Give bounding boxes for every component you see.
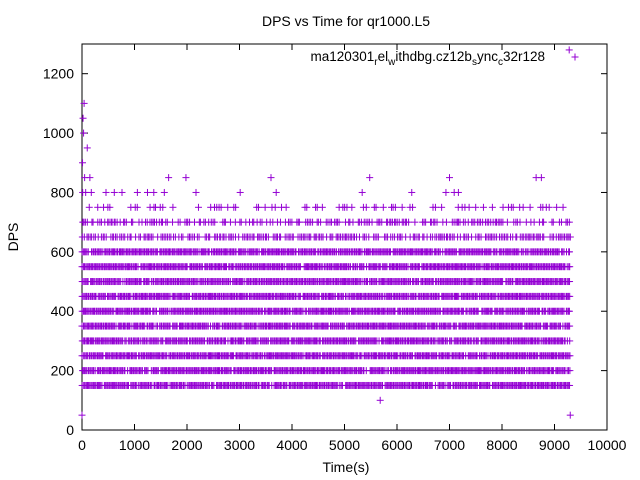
- x-tick-label: 7000: [434, 437, 465, 453]
- x-tick-label: 0: [78, 437, 86, 453]
- x-tick-label: 1000: [119, 437, 150, 453]
- data-point: [566, 381, 574, 389]
- axis-ticks: [81, 44, 608, 431]
- axis-tick-labels: 0 1000 2000 3000 4000 5000 6000 7000 8000 9000 100…: [43, 66, 627, 453]
- data-point: [566, 367, 574, 375]
- x-tick-label: 9000: [539, 437, 570, 453]
- x-tick-label: 10000: [588, 437, 627, 453]
- x-tick-label: 4000: [276, 437, 307, 453]
- x-tick-label: 3000: [224, 437, 255, 453]
- y-tick-label: 800: [51, 184, 75, 200]
- y-tick-label: 200: [51, 363, 75, 379]
- x-axis-label: Time(s): [323, 459, 370, 475]
- x-tick-label: 8000: [486, 437, 517, 453]
- y-tick-label: 0: [66, 422, 74, 438]
- y-axis-label: DPS: [5, 223, 21, 252]
- x-tick-label: 5000: [329, 437, 360, 453]
- data-points: [78, 46, 574, 419]
- chart-title: DPS vs Time for qr1000.L5: [262, 13, 430, 29]
- y-tick-label: 600: [51, 244, 75, 260]
- y-tick-label: 400: [51, 303, 75, 319]
- y-tick-label: 1200: [43, 66, 74, 82]
- data-point: [566, 352, 574, 360]
- x-tick-label: 2000: [171, 437, 202, 453]
- y-tick-label: 1000: [43, 125, 74, 141]
- x-tick-label: 6000: [381, 437, 412, 453]
